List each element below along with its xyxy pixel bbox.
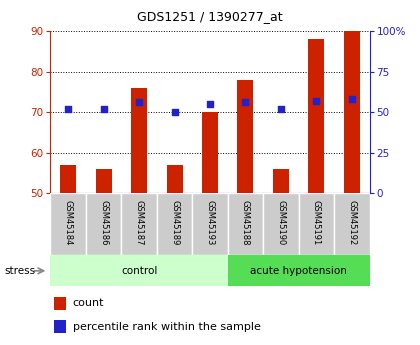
Point	[136, 100, 142, 105]
Point	[349, 96, 355, 102]
Bar	[228, 193, 263, 255]
Bar	[121, 193, 157, 255]
Bar	[334, 193, 370, 255]
Point	[313, 98, 320, 104]
Bar	[273, 169, 289, 193]
Bar	[96, 169, 112, 193]
Bar	[299, 193, 334, 255]
Bar	[228, 255, 370, 286]
Point	[242, 100, 249, 105]
Text: control: control	[121, 266, 157, 276]
Text: GSM45184: GSM45184	[64, 200, 73, 246]
Bar	[60, 165, 76, 193]
Bar	[157, 193, 192, 255]
Bar	[54, 297, 66, 310]
Text: GDS1251 / 1390277_at: GDS1251 / 1390277_at	[137, 10, 283, 23]
Point	[171, 109, 178, 115]
Text: GSM45187: GSM45187	[134, 200, 144, 246]
Bar	[50, 255, 228, 286]
Text: acute hypotension: acute hypotension	[250, 266, 347, 276]
Text: GSM45191: GSM45191	[312, 200, 321, 246]
Text: count: count	[73, 298, 104, 308]
Bar	[263, 193, 299, 255]
Text: stress: stress	[4, 266, 35, 276]
Bar	[50, 193, 86, 255]
Bar	[131, 88, 147, 193]
Text: GSM45186: GSM45186	[99, 200, 108, 246]
Point	[100, 106, 107, 112]
Bar	[308, 39, 324, 193]
Bar	[344, 31, 360, 193]
Bar	[54, 320, 66, 333]
Bar	[167, 165, 183, 193]
Text: GSM45192: GSM45192	[347, 200, 356, 246]
Text: GSM45188: GSM45188	[241, 200, 250, 246]
Point	[278, 106, 284, 112]
Point	[65, 106, 71, 112]
Text: GSM45189: GSM45189	[170, 200, 179, 246]
Text: GSM45193: GSM45193	[205, 200, 215, 246]
Bar	[202, 112, 218, 193]
Bar	[86, 193, 121, 255]
Point	[207, 101, 213, 107]
Text: percentile rank within the sample: percentile rank within the sample	[73, 322, 261, 332]
Bar	[237, 80, 253, 193]
Bar	[192, 193, 228, 255]
Text: GSM45190: GSM45190	[276, 200, 286, 246]
